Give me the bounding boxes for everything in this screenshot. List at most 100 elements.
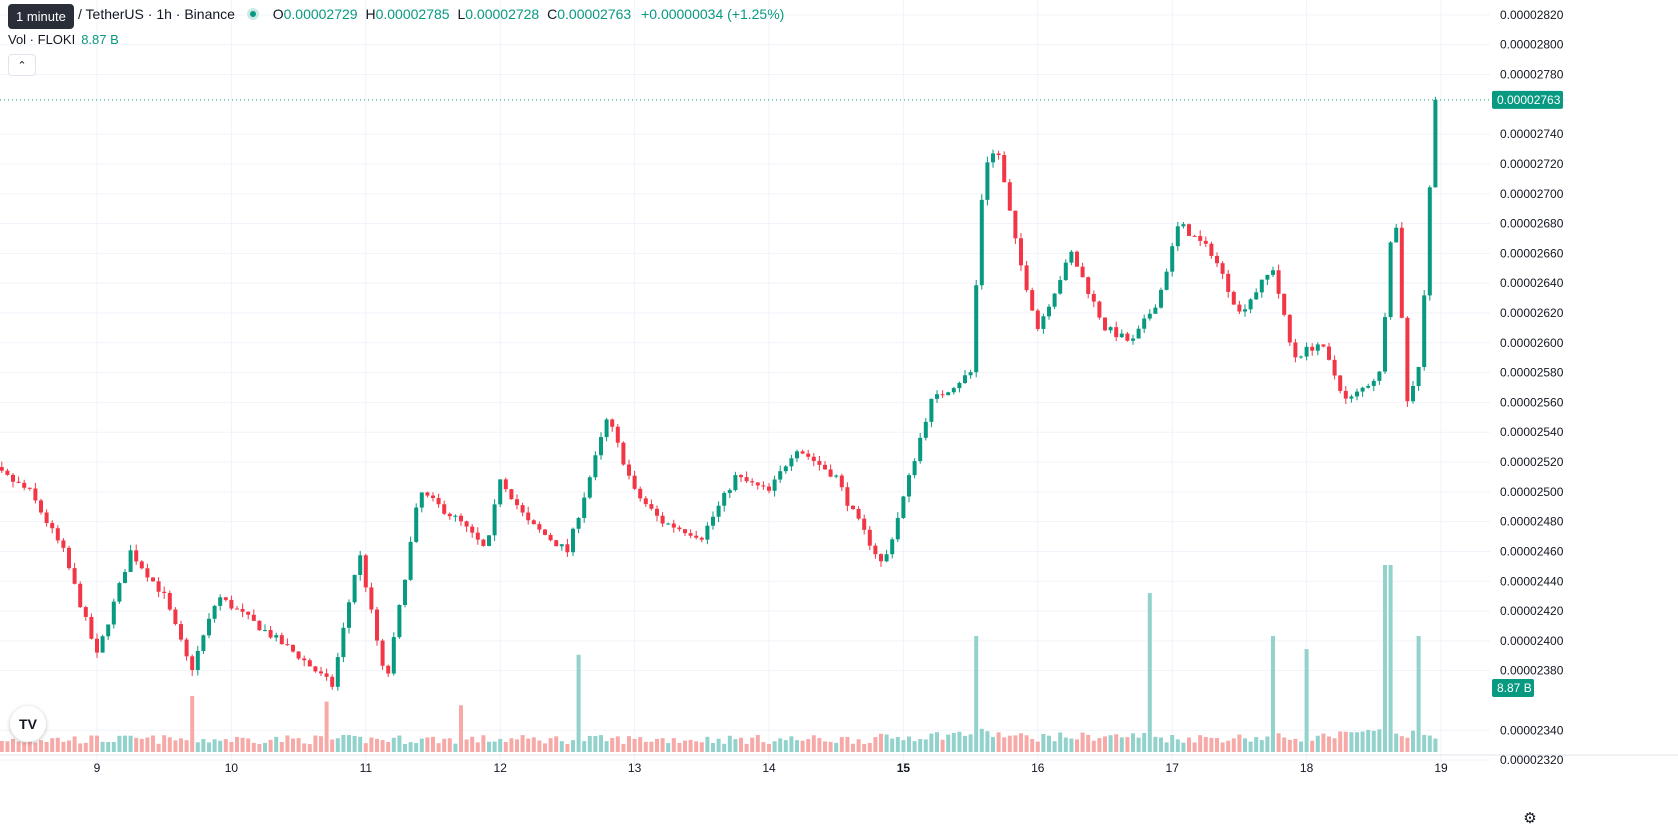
volume-bar bbox=[207, 742, 211, 752]
candle-up bbox=[795, 451, 799, 459]
candle-down bbox=[554, 540, 559, 547]
change-value: +0.00000034 (+1.25%) bbox=[641, 6, 785, 22]
candle-down bbox=[1220, 263, 1225, 274]
candle-up bbox=[1355, 391, 1359, 397]
candle-down bbox=[464, 521, 469, 527]
volume-bar bbox=[649, 741, 654, 752]
y-tick-label: 0.00002380 bbox=[1500, 664, 1564, 678]
volume-bar bbox=[55, 737, 60, 752]
volume-bar bbox=[492, 741, 497, 752]
volume-bar bbox=[61, 741, 66, 752]
candle-down bbox=[16, 481, 21, 483]
candle-up bbox=[722, 492, 727, 506]
candle-up bbox=[263, 630, 267, 632]
volume-bar bbox=[520, 735, 525, 752]
candle-down bbox=[515, 499, 519, 506]
candle-down bbox=[167, 593, 172, 610]
volume-bar bbox=[369, 737, 374, 752]
last-price-label: 0.00002763 bbox=[1497, 93, 1561, 107]
volume-bar bbox=[128, 735, 133, 752]
volume-bar bbox=[688, 739, 693, 752]
volume-bar bbox=[414, 743, 419, 752]
volume-bar bbox=[778, 738, 783, 752]
candle-down bbox=[1282, 293, 1287, 315]
candle-down bbox=[475, 532, 480, 540]
volume-bar bbox=[509, 738, 514, 752]
candle-up bbox=[106, 624, 111, 637]
candle-up bbox=[1181, 224, 1186, 227]
candle-down bbox=[873, 545, 878, 555]
candle-down bbox=[1237, 304, 1242, 312]
candle-down bbox=[83, 607, 88, 617]
candle-down bbox=[548, 534, 553, 541]
volume-bar bbox=[1310, 740, 1315, 752]
candle-up bbox=[117, 583, 122, 602]
volume-bar bbox=[1259, 740, 1264, 752]
candle-down bbox=[268, 630, 273, 638]
volume-bar bbox=[1411, 730, 1415, 752]
collapse-legend-button[interactable]: ⌃ bbox=[8, 54, 36, 76]
y-tick-label: 0.00002820 bbox=[1500, 8, 1564, 22]
tradingview-logo[interactable]: TV bbox=[10, 706, 46, 742]
volume-bar bbox=[358, 736, 363, 752]
candle-up bbox=[587, 477, 592, 498]
candle-up bbox=[1136, 328, 1141, 339]
symbol-title[interactable]: / TetherUS · 1h · Binance bbox=[78, 6, 235, 22]
volume-bar bbox=[1002, 737, 1007, 752]
volume-bar bbox=[151, 735, 155, 752]
volume-bar bbox=[1293, 738, 1298, 752]
candle-up bbox=[111, 601, 116, 625]
volume-bar bbox=[397, 735, 402, 752]
volume-bar bbox=[223, 739, 228, 752]
volume-bar bbox=[459, 705, 463, 752]
volume-bar bbox=[1187, 737, 1191, 752]
candle-up bbox=[1349, 396, 1354, 399]
candle-up bbox=[929, 398, 934, 422]
y-tick-label: 0.00002680 bbox=[1500, 217, 1564, 231]
volume-bar bbox=[235, 736, 239, 752]
volume-bar bbox=[739, 737, 743, 752]
volume-bar bbox=[1170, 735, 1175, 752]
candle-down bbox=[811, 456, 816, 461]
last-volume-label: 8.87 B bbox=[1497, 681, 1532, 695]
candle-down bbox=[649, 504, 654, 509]
candle-down bbox=[655, 508, 659, 516]
close-label: C bbox=[547, 6, 558, 22]
volume-bar bbox=[526, 738, 531, 752]
market-status-icon bbox=[246, 8, 259, 20]
volume-bar bbox=[1091, 740, 1096, 752]
candle-down bbox=[229, 599, 234, 609]
candle-down bbox=[677, 527, 682, 530]
volume-bar bbox=[274, 736, 279, 752]
candle-up bbox=[946, 392, 951, 396]
candle-up bbox=[408, 541, 413, 580]
candle-down bbox=[39, 500, 43, 513]
candle-down bbox=[509, 489, 514, 500]
candle-up bbox=[666, 523, 671, 525]
y-tick-label: 0.00002520 bbox=[1500, 455, 1564, 469]
candle-down bbox=[235, 608, 239, 610]
candle-down bbox=[1310, 346, 1315, 351]
volume-bar bbox=[212, 739, 217, 752]
candle-down bbox=[1013, 210, 1018, 239]
volume-bar bbox=[257, 744, 262, 752]
volume-bar bbox=[1030, 738, 1035, 752]
settings-icon[interactable]: ⚙ bbox=[1523, 810, 1537, 827]
volume-bar bbox=[268, 739, 273, 752]
candle-down bbox=[156, 581, 161, 592]
candle-down bbox=[72, 568, 77, 584]
candle-down bbox=[800, 451, 805, 454]
candle-down bbox=[1321, 344, 1326, 347]
volume-bar bbox=[291, 738, 295, 752]
open-value: 0.00002729 bbox=[283, 6, 358, 22]
candle-down bbox=[537, 524, 542, 530]
volume-bar bbox=[380, 740, 385, 752]
x-tick-label: 14 bbox=[762, 761, 776, 775]
candle-up bbox=[571, 528, 575, 553]
y-tick-label: 0.00002640 bbox=[1500, 276, 1564, 290]
volume-bar bbox=[895, 737, 900, 752]
volume-bar bbox=[1209, 737, 1214, 752]
volume-bar bbox=[800, 740, 805, 752]
